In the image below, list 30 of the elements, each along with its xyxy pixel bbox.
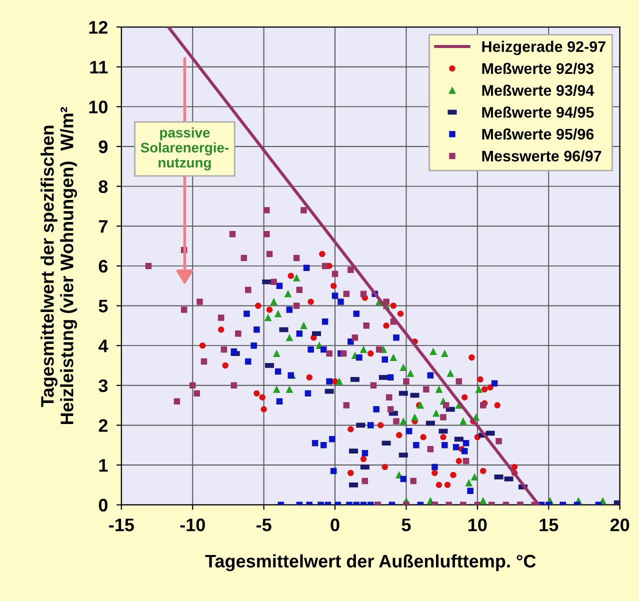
- y-tick-label: 9: [98, 140, 108, 154]
- y-tick-label: 4: [98, 340, 108, 352]
- y-tick-label: 5: [98, 300, 108, 312]
- y-tick-label: 0: [98, 498, 108, 512]
- x-tick-label: 5: [402, 518, 411, 532]
- y-tick-label: 3: [98, 379, 108, 392]
- y-axis-title: Tagesmittelwert der spezifischen Heizleistung (vier Wohnungen) W/m²: [40, 106, 78, 424]
- y-tick-label: 6: [98, 260, 108, 273]
- x-tick-label: -10: [180, 518, 205, 532]
- y-tick-label: 1: [99, 459, 108, 472]
- legend-label: Heizgerade 92-97: [482, 40, 606, 56]
- annotation: passive Solarenergie- nutzung: [140, 127, 229, 170]
- x-tick-label: 20: [610, 518, 630, 532]
- y-tick-label: 8: [98, 180, 108, 194]
- legend-label: Meßwerte 92/93: [482, 62, 594, 74]
- x-axis-title: Tagesmittelwert der Außenlufttemp. °C: [205, 554, 536, 572]
- y-tick-label: 11: [90, 60, 108, 74]
- y-tick-label: 12: [89, 20, 108, 34]
- x-tick-label: 15: [540, 518, 558, 532]
- x-tick-label: 10: [468, 518, 487, 532]
- legend-label: Meßwerte 94/95: [482, 106, 594, 118]
- y-tick-label: 7: [98, 220, 108, 233]
- y-tick-label: 2: [98, 419, 108, 432]
- legend-label: Meßwerte 95/96: [482, 128, 594, 140]
- y-tick-label: 10: [89, 100, 108, 114]
- x-tick-label: 0: [330, 518, 340, 532]
- x-tick-label: -15: [109, 518, 134, 532]
- legend-label: Meßwerte 93/94: [482, 84, 594, 96]
- legend-label: Messwerte 96/97: [482, 150, 602, 162]
- x-tick-label: -5: [256, 518, 272, 532]
